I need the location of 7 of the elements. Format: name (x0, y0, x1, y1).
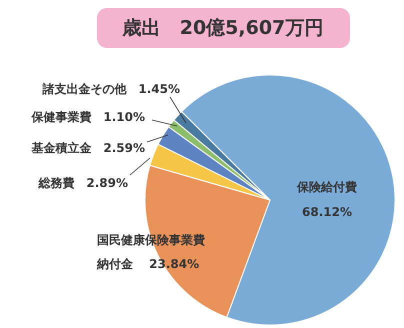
slice-label: 保険給付費 (296, 180, 357, 194)
chart-title: 歳出 20億5,607万円 (122, 17, 324, 39)
data-label: 68.12% (302, 205, 352, 219)
slice-label: 総務費 2.89% (37, 176, 128, 190)
slice-label: 諸支出金その他 1.45% (41, 82, 180, 96)
slice-label: 基金積立金 2.59% (30, 141, 145, 155)
slice-label: 保健事業費 1.10% (30, 110, 145, 124)
